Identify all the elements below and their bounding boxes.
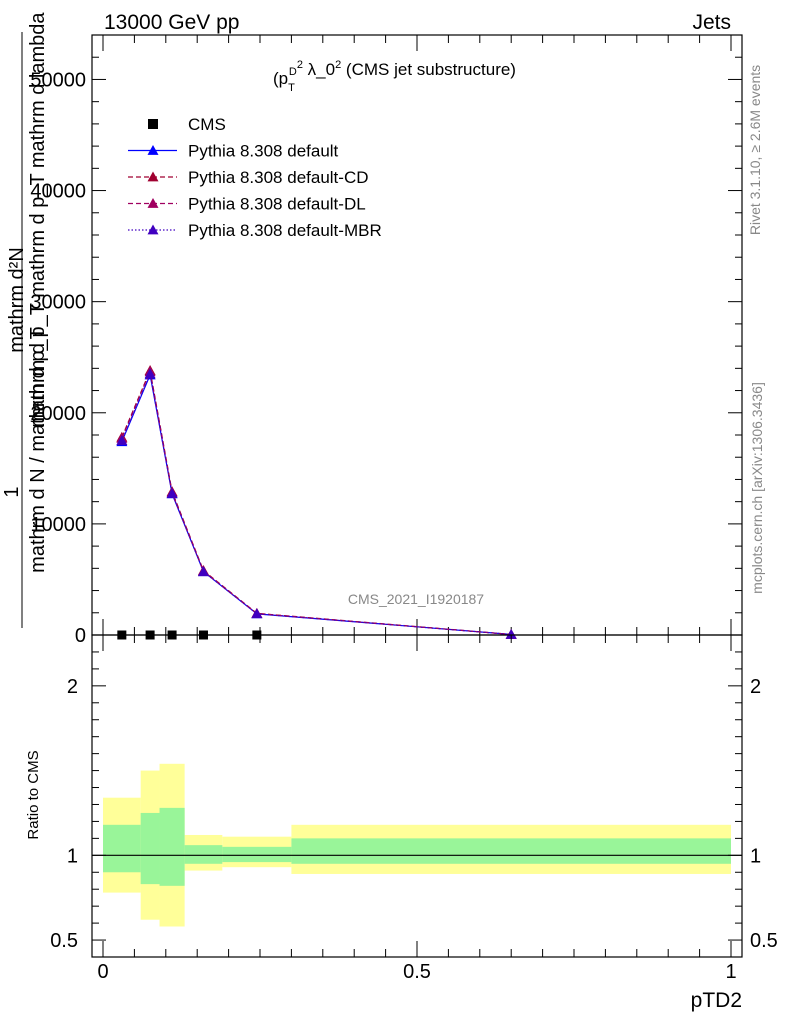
ratio-y-ticks: 0.5 0.5 1 1 2 2: [50, 651, 778, 952]
ratio-tick-label-left: 1: [67, 845, 78, 867]
y-label-numerator-1: mathrm d²N: [6, 247, 28, 353]
main-title: (pTD2 λ_02 (CMS jet substructure): [273, 59, 516, 94]
x-axis-label: pTD2: [691, 989, 742, 1012]
ratio-panel-frame: [91, 634, 743, 958]
ratio-stat-band: [222, 846, 292, 863]
legend: CMS Pythia 8.308 default Pythia 8.308 defa…: [128, 115, 382, 240]
legend-marker: [147, 224, 159, 235]
legend-label: Pythia 8.308 default-CD: [188, 168, 369, 187]
ratio-stat-band: [159, 807, 185, 886]
series-marker: [166, 487, 178, 498]
ratio-stat-band: [103, 824, 141, 873]
ratio-bands: [103, 763, 731, 927]
y-tick-label: 30000: [30, 292, 86, 314]
main-y-tick-labels: 0 10000 20000 30000 40000 50000: [30, 69, 86, 647]
x-tick-label: 0.5: [403, 961, 431, 983]
legend-entry: Pythia 8.308 default-CD: [128, 168, 369, 187]
header-right: Jets: [692, 11, 731, 34]
legend-label: CMS: [188, 115, 226, 134]
ratio-tick-label-right: 2: [750, 676, 761, 698]
y-tick-label: 10000: [30, 514, 86, 536]
legend-marker: [147, 171, 159, 182]
series-marker: [116, 435, 128, 445]
main-y-ticks: [92, 34, 742, 636]
ratio-tick-label-right: 0.5: [750, 930, 778, 952]
series-line: [121, 368, 512, 636]
ratio-y-label: Ratio to CMS: [25, 750, 42, 839]
analysis-tag: CMS_2021_I1920187: [348, 591, 484, 607]
y-tick-label: 40000: [30, 181, 86, 203]
series-line: [121, 371, 512, 636]
legend-label: Pythia 8.308 default-DL: [188, 195, 366, 214]
legend-label: Pythia 8.308 default-MBR: [188, 221, 382, 240]
rivet-label: Rivet 3.1.10, ≥ 2.6M events: [747, 65, 763, 235]
series-4: [116, 368, 517, 639]
legend-label: Pythia 8.308 default: [188, 142, 339, 161]
ratio-stat-band: [184, 845, 223, 864]
series-line: [121, 369, 512, 636]
ratio-tick-label-left: 2: [67, 676, 78, 698]
x-tick-labels: 0 0.5 1: [97, 961, 736, 983]
legend-entry: Pythia 8.308 default: [128, 142, 339, 161]
series-marker: [505, 628, 517, 639]
ratio-tick-label-right: 1: [750, 845, 761, 867]
series-marker: [251, 608, 263, 619]
legend-marker: [147, 145, 159, 155]
legend-entry: CMS: [148, 115, 226, 134]
site-label: mcplots.cern.ch [arXiv:1306.3436]: [749, 382, 765, 594]
x-tick-label: 0: [97, 961, 108, 983]
y-tick-label: 20000: [30, 403, 86, 425]
ratio-tick-label-left: 0.5: [50, 930, 78, 952]
legend-marker: [147, 198, 159, 208]
y-tick-label: 50000: [30, 69, 86, 91]
y-tick-label: 0: [75, 625, 86, 647]
ratio-x-ticks: [102, 635, 732, 957]
legend-entry: Pythia 8.308 default-DL: [128, 195, 366, 214]
series-marker: [197, 566, 209, 577]
y-label-denominator: mathrm d N / mathrm d p_T: [27, 327, 49, 573]
y-label-one: 1: [1, 486, 23, 497]
header-left: 13000 GeV pp: [104, 11, 239, 34]
x-tick-label: 1: [725, 961, 736, 983]
legend-marker: [148, 119, 158, 129]
main-y-label: mathrm d²N mathrm d p_T mathrm d p_T mat…: [1, 12, 49, 628]
series-marker: [144, 368, 156, 379]
ratio-stat-band: [291, 838, 731, 864]
series-layer: [116, 365, 517, 640]
legend-entry: Pythia 8.308 default-MBR: [128, 221, 382, 240]
y-label-numerator-2: mathrm d p_T mathrm d p_T mathrm d lambd…: [27, 12, 49, 428]
ratio-stat-band: [140, 812, 160, 885]
